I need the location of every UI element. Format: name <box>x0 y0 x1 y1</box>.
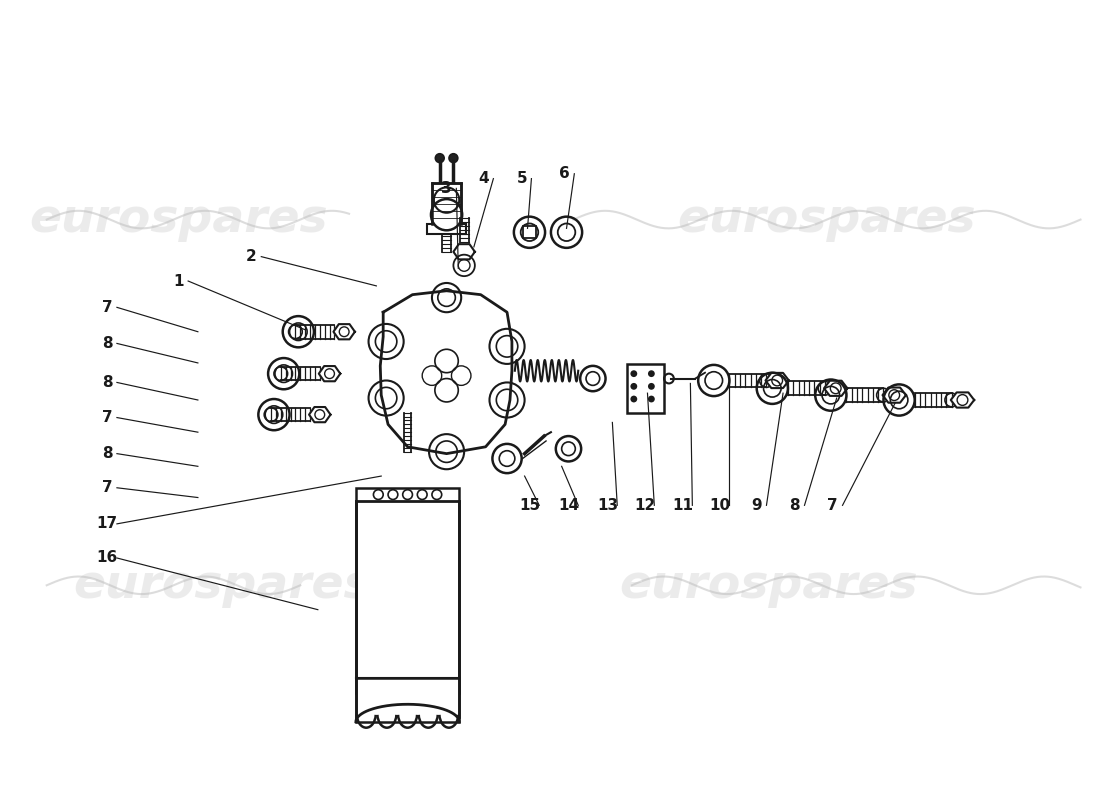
Text: eurospares: eurospares <box>73 562 372 608</box>
Polygon shape <box>766 373 789 388</box>
Text: 16: 16 <box>97 550 118 566</box>
Text: 13: 13 <box>597 498 618 513</box>
Text: 17: 17 <box>97 516 118 531</box>
Polygon shape <box>824 381 847 396</box>
Circle shape <box>449 154 458 162</box>
Circle shape <box>431 199 462 230</box>
Circle shape <box>630 370 637 377</box>
Circle shape <box>648 396 654 402</box>
Polygon shape <box>309 407 330 422</box>
Polygon shape <box>381 290 512 454</box>
Text: 7: 7 <box>102 300 112 315</box>
Circle shape <box>630 396 637 402</box>
Circle shape <box>648 370 654 377</box>
Text: 9: 9 <box>751 498 762 513</box>
Polygon shape <box>453 244 475 259</box>
Circle shape <box>436 154 444 162</box>
Polygon shape <box>882 387 906 402</box>
Circle shape <box>648 383 654 390</box>
Bar <box>356 502 460 693</box>
Polygon shape <box>319 366 340 382</box>
Text: 4: 4 <box>478 171 488 186</box>
Text: 10: 10 <box>710 498 730 513</box>
Text: 8: 8 <box>102 336 112 351</box>
Text: eurospares: eurospares <box>619 562 917 608</box>
Text: 6: 6 <box>559 166 570 182</box>
Text: 8: 8 <box>790 498 800 513</box>
Text: 8: 8 <box>102 446 112 461</box>
Bar <box>432 183 461 225</box>
Text: 12: 12 <box>634 498 656 513</box>
Text: 7: 7 <box>102 480 112 495</box>
Bar <box>627 364 664 413</box>
Polygon shape <box>950 392 975 408</box>
Text: 7: 7 <box>827 498 838 513</box>
Circle shape <box>630 383 637 390</box>
Text: 1: 1 <box>173 274 184 289</box>
Text: 11: 11 <box>672 498 693 513</box>
Text: 15: 15 <box>519 498 540 513</box>
Text: 7: 7 <box>102 410 112 425</box>
Text: 14: 14 <box>558 498 579 513</box>
Bar <box>356 488 460 502</box>
Text: eurospares: eurospares <box>29 197 328 242</box>
Bar <box>522 226 537 238</box>
Polygon shape <box>333 324 355 339</box>
Text: 8: 8 <box>102 375 112 390</box>
Text: eurospares: eurospares <box>678 197 976 242</box>
Text: 3: 3 <box>441 181 452 196</box>
Text: 5: 5 <box>516 171 527 186</box>
Bar <box>427 225 466 234</box>
Text: 2: 2 <box>246 249 257 264</box>
Bar <box>356 678 460 722</box>
